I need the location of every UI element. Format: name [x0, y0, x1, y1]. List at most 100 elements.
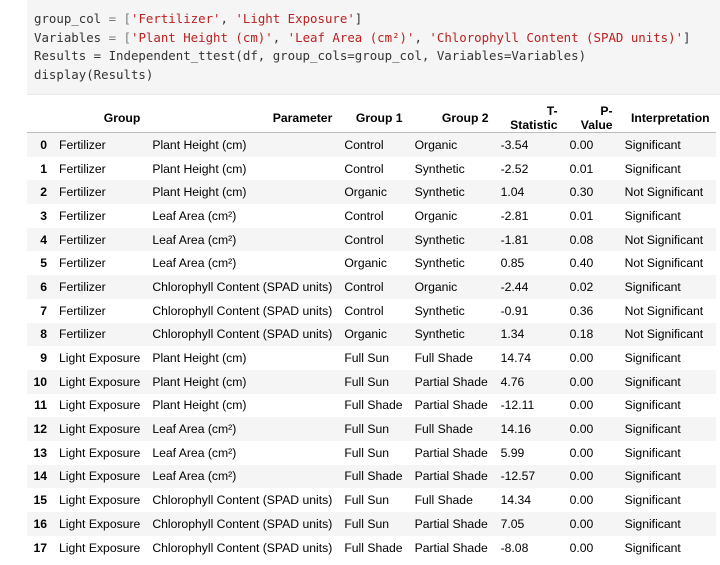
row-index: 12 [27, 417, 53, 441]
header-index [27, 104, 53, 133]
parameter-cell: Plant Height (cm) [152, 398, 247, 413]
parameter-cell: Chlorophyll Content (SPAD units) [146, 512, 339, 536]
parameter-cell: Leaf Area (cm²) [152, 256, 237, 271]
row-index: 10 [27, 369, 53, 394]
table-row: 1 Fertilizer Plant Height (cm) Control Synth… [27, 157, 716, 181]
t-statistic-cell: -12.57 [494, 464, 564, 489]
group-2-cell: Partial Shade [414, 540, 488, 555]
group-1-cell: Control [344, 208, 384, 223]
group-2-cell: Synthetic [408, 180, 495, 205]
p-value-cell: 0.01 [569, 208, 594, 223]
group-cell: Fertilizer [53, 180, 147, 205]
row-index: 0 [27, 132, 53, 157]
t-statistic-cell: 4.76 [494, 369, 564, 394]
t-statistic-cell: 1.04 [494, 180, 564, 205]
parameter-cell: Plant Height (cm) [146, 369, 339, 394]
group-2-cell: Partial Shade [408, 369, 495, 394]
row-index: 16 [27, 512, 53, 536]
table-row: 13 Light Exposure Leaf Area (cm²) Full Sun P… [27, 441, 716, 465]
p-value-cell: 0.18 [563, 322, 619, 347]
interpretation-cell: Significant [624, 540, 681, 555]
row-index: 4 [27, 227, 53, 252]
row-index: 2 [27, 180, 53, 205]
group-1-cell: Full Sun [338, 369, 409, 394]
group-cell: Fertilizer [53, 322, 147, 347]
parameter-cell: Leaf Area (cm²) [146, 417, 339, 441]
p-value-cell: 0.00 [563, 464, 619, 489]
group-2-cell: Synthetic [414, 303, 465, 318]
parameter-cell: Chlorophyll Content (SPAD units) [146, 322, 339, 347]
group-1-cell: Organic [338, 322, 409, 347]
t-statistic-cell: -3.54 [494, 132, 564, 157]
table-row: 11 Light Exposure Plant Height (cm) Full Sh… [27, 394, 716, 418]
p-value-cell: 0.30 [563, 180, 619, 205]
group-cell: Light Exposure [53, 417, 147, 441]
table-row: 8 Fertilizer Chlorophyll Content (SPAD uni… [27, 322, 716, 347]
group-cell: Fertilizer [59, 208, 106, 223]
table-row: 9 Light Exposure Plant Height (cm) Full Sun… [27, 346, 716, 370]
row-index: 11 [34, 398, 47, 413]
row-index: 17 [33, 540, 47, 555]
group-cell: Fertilizer [53, 275, 147, 299]
group-cell: Light Exposure [53, 464, 147, 489]
header-interpretation: Interpretation [618, 104, 716, 133]
table-row: 6 Fertilizer Chlorophyll Content (SPAD uni… [27, 275, 716, 299]
group-2-cell: Partial Shade [408, 512, 495, 536]
parameter-cell: Chlorophyll Content (SPAD units) [152, 303, 333, 318]
t-statistic-cell: 14.74 [500, 351, 532, 366]
header-t-statistic: T-Statistic [494, 104, 564, 133]
table-row: 0 Fertilizer Plant Height (cm) Control Organ… [27, 132, 716, 157]
table-row: 4 Fertilizer Leaf Area (cm²) Control Synthet… [27, 227, 716, 252]
table-row: 5 Fertilizer Leaf Area (cm²) Organic Synthet… [27, 251, 716, 275]
group-2-cell: Synthetic [408, 227, 495, 252]
interpretation-cell: Not Significant [624, 303, 704, 318]
group-cell: Light Exposure [53, 512, 147, 536]
group-cell: Fertilizer [59, 256, 106, 271]
group-cell: Light Exposure [59, 493, 141, 508]
table-row: 3 Fertilizer Leaf Area (cm²) Control Organic… [27, 204, 716, 228]
p-value-cell: 0.00 [569, 351, 594, 366]
code-line-2: Variables = ['Plant Height (cm)', 'Leaf … [34, 29, 691, 45]
group-2-cell: Organic [414, 208, 458, 223]
t-statistic-cell: 1.34 [494, 322, 564, 347]
group-1-cell: Control [344, 161, 384, 176]
group-1-cell: Full Sun [344, 351, 390, 366]
group-2-cell: Partial Shade [414, 445, 488, 460]
group-2-cell: Partial Shade [408, 464, 495, 489]
t-statistic-cell: 14.34 [500, 493, 532, 508]
interpretation-cell: Significant [624, 445, 681, 460]
p-value-cell: 0.01 [569, 161, 594, 176]
group-2-cell: Synthetic [414, 256, 465, 271]
group-1-cell: Control [338, 275, 409, 299]
t-statistic-cell: -8.08 [500, 540, 529, 555]
header-parameter: Parameter [146, 104, 339, 133]
group-cell: Fertilizer [53, 132, 147, 157]
interpretation-cell: Significant [618, 464, 716, 489]
interpretation-cell: Significant [624, 161, 681, 176]
t-statistic-cell: -2.81 [500, 208, 529, 223]
group-cell: Light Exposure [59, 398, 141, 413]
interpretation-cell: Not Significant [618, 322, 716, 347]
code-line-3: Results = Independent_ttest(df, group_co… [34, 48, 587, 64]
parameter-cell: Leaf Area (cm²) [152, 445, 237, 460]
table-row: 17 Light Exposure Chlorophyll Content (SPA… [27, 536, 716, 560]
code-editor[interactable]: group_col = ['Fertilizer', 'Light Exposu… [34, 10, 691, 84]
group-cell: Light Exposure [59, 540, 141, 555]
interpretation-cell: Not Significant [624, 256, 704, 271]
interpretation-cell: Significant [624, 493, 681, 508]
table-row: 2 Fertilizer Plant Height (cm) Organic Synth… [27, 180, 716, 205]
code-cell[interactable]: group_col = ['Fertilizer', 'Light Exposu… [27, 0, 720, 95]
row-index: 3 [40, 208, 47, 223]
interpretation-cell: Significant [618, 417, 716, 441]
group-2-cell: Full Shade [414, 493, 473, 508]
group-1-cell: Organic [338, 180, 409, 205]
group-2-cell: Synthetic [414, 161, 465, 176]
interpretation-cell: Significant [618, 512, 716, 536]
header-group: Group [53, 104, 147, 133]
row-index: 15 [33, 493, 47, 508]
header-p-value: P-Value [563, 104, 619, 133]
group-1-cell: Control [338, 227, 409, 252]
table-row: 14 Light Exposure Leaf Area (cm²) Full Shad… [27, 464, 716, 489]
interpretation-cell: Significant [624, 351, 681, 366]
code-line-1: group_col = ['Fertilizer', 'Light Exposu… [34, 11, 363, 26]
